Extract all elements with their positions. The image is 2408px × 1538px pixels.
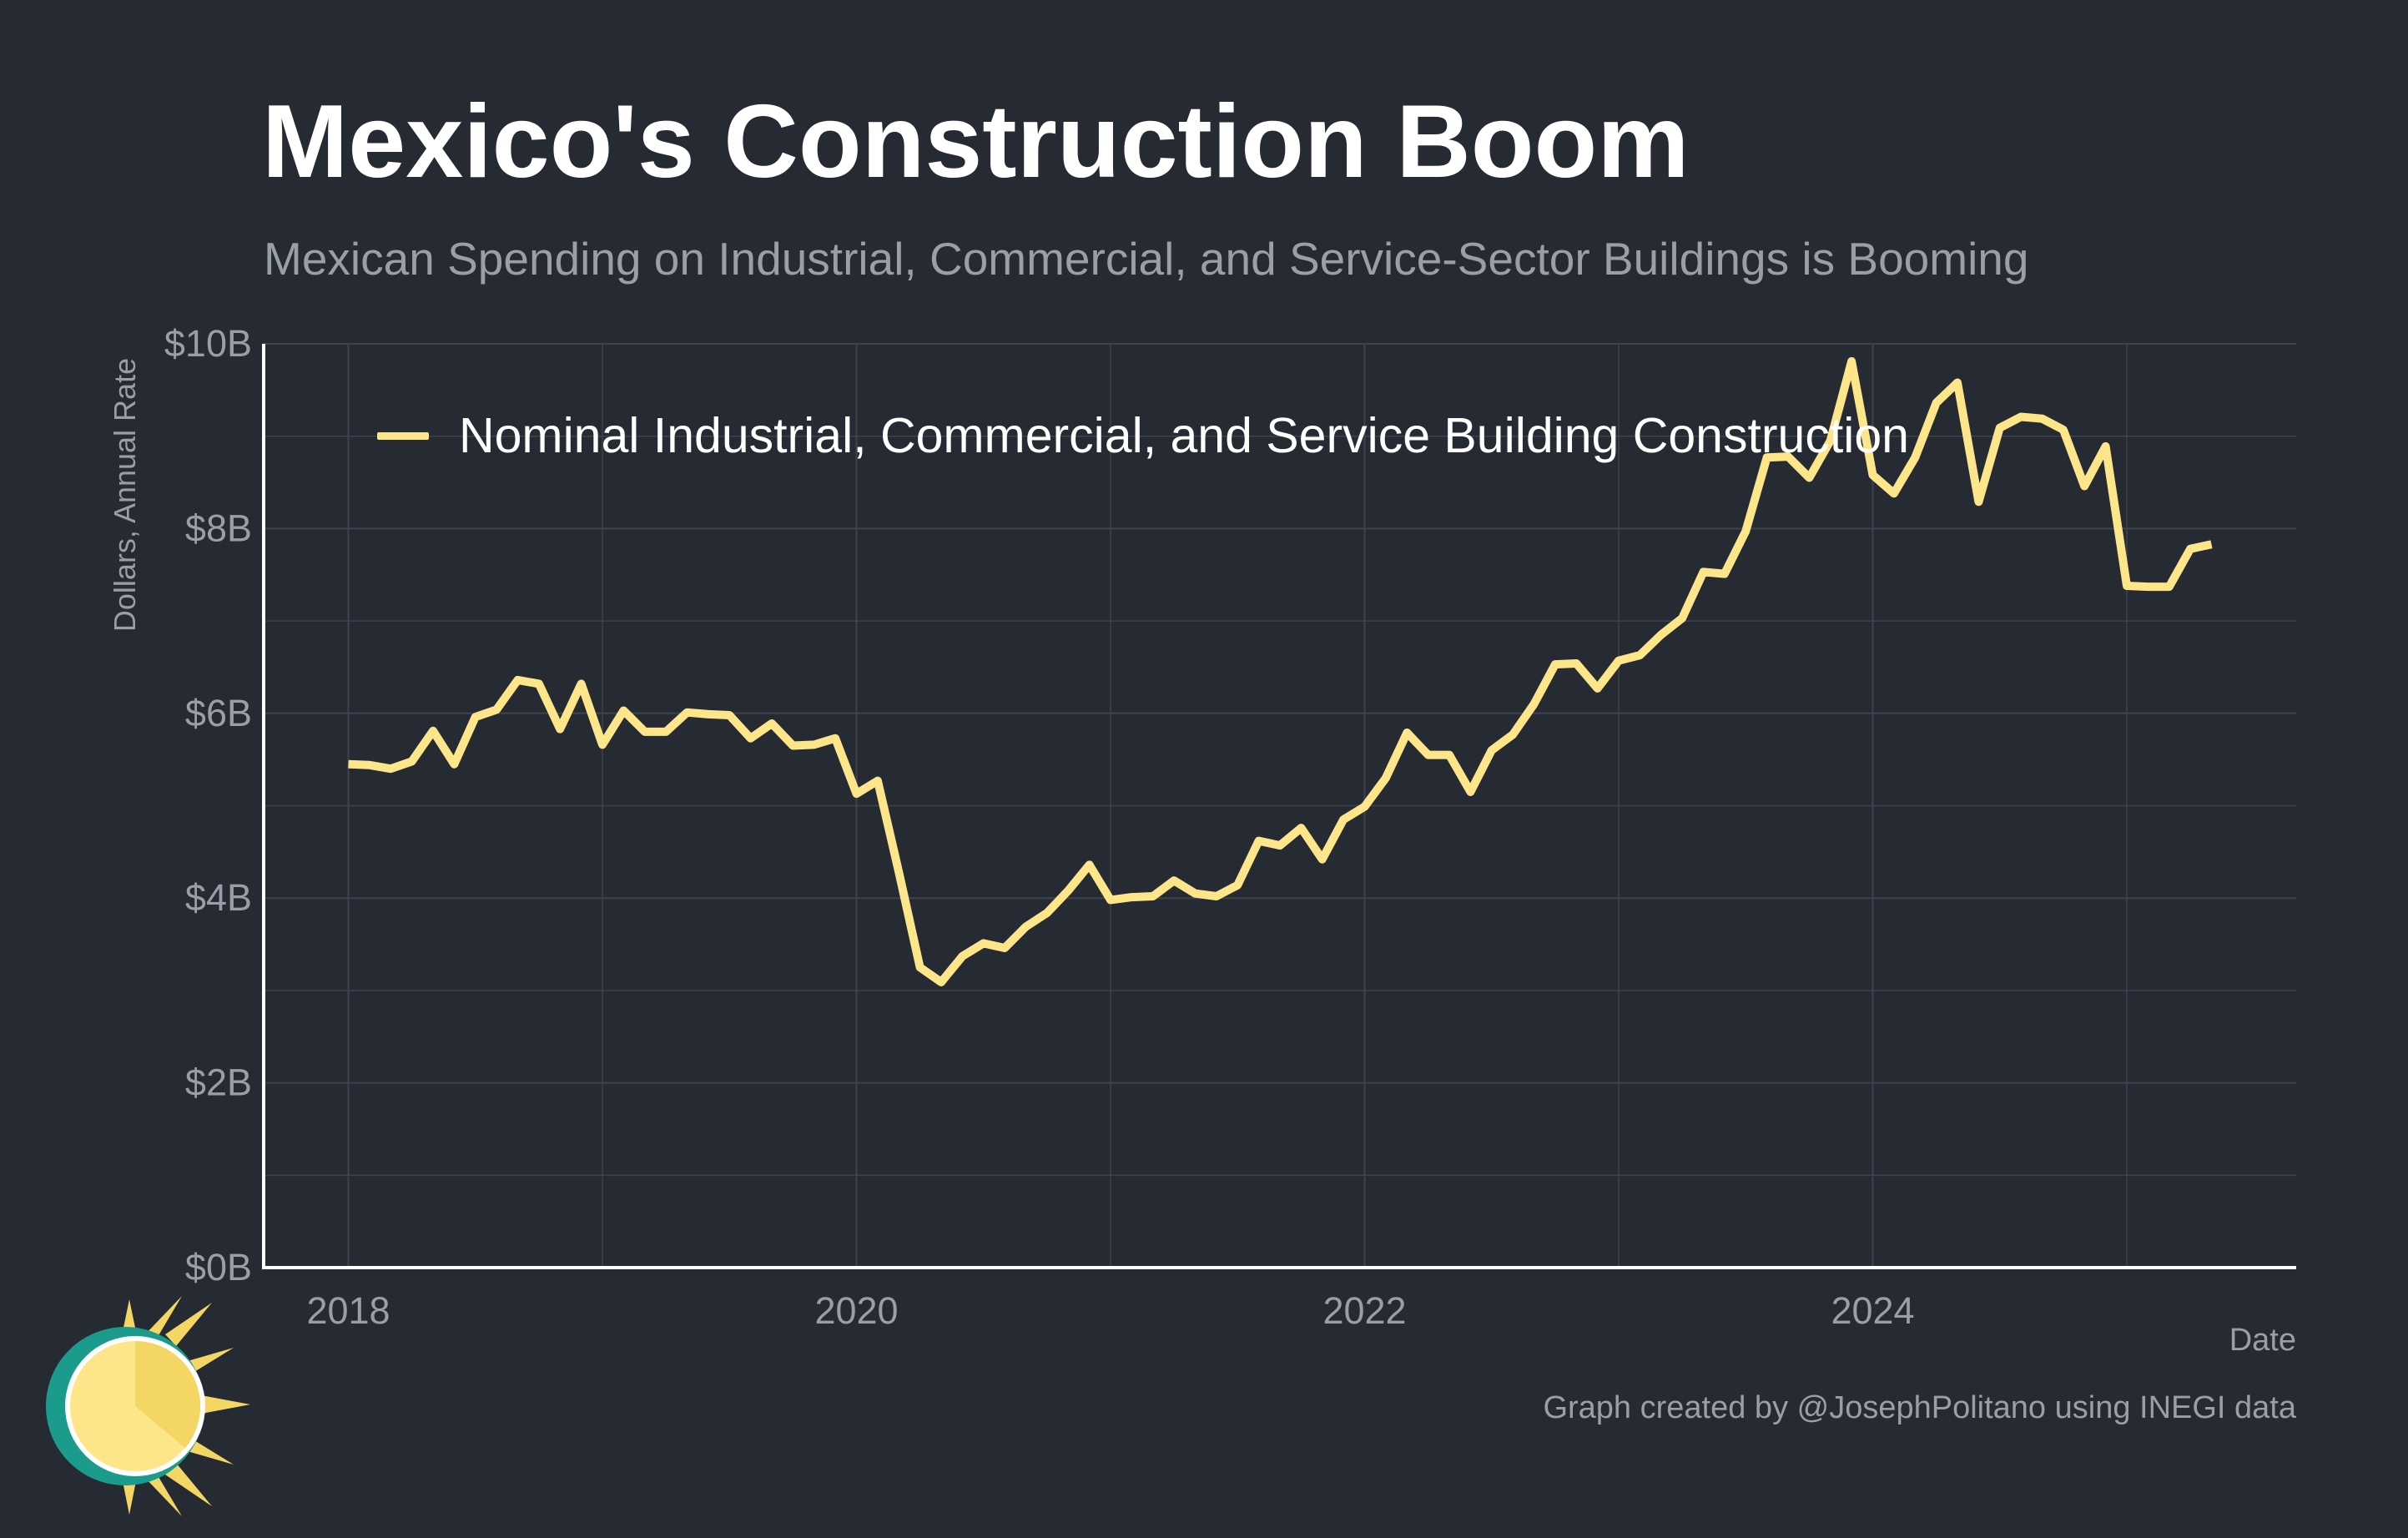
x-tick-label: 2022 <box>1322 1289 1406 1332</box>
y-axis-title: Dollars, Annual Rate <box>108 357 142 633</box>
series-line <box>348 357 2213 986</box>
x-tick-label: 2018 <box>306 1289 390 1332</box>
legend: Nominal Industrial, Commercial, and Serv… <box>377 407 1909 464</box>
y-tick-label: $2B <box>185 1061 252 1104</box>
y-tick-label: $4B <box>185 876 252 919</box>
grid-layer <box>264 343 2296 1268</box>
x-axis-title: Date <box>2229 1323 2296 1358</box>
y-tick-label: $0B <box>185 1246 252 1288</box>
chart-subtitle: Mexican Spending on Industrial, Commerci… <box>264 233 2029 285</box>
sun-logo-icon <box>46 1296 250 1516</box>
legend-swatch <box>377 431 429 440</box>
tick-layer: $0B $2B $4B $6B $8B $10B 2018 2020 2022 2024 <box>164 322 1915 1332</box>
series-layer <box>348 357 2213 986</box>
legend-label: Nominal Industrial, Commercial, and Serv… <box>459 408 1909 463</box>
y-tick-label: $8B <box>185 507 252 549</box>
axis-layer <box>262 344 2296 1269</box>
chart-title: Mexico's Construction Boom <box>262 84 1690 199</box>
y-tick-label: $6B <box>185 692 252 734</box>
y-tick-label: $10B <box>164 322 252 365</box>
source-caption: Graph created by @JosephPolitano using I… <box>1543 1390 2296 1425</box>
x-tick-label: 2024 <box>1831 1289 1914 1332</box>
x-tick-label: 2020 <box>814 1289 898 1332</box>
